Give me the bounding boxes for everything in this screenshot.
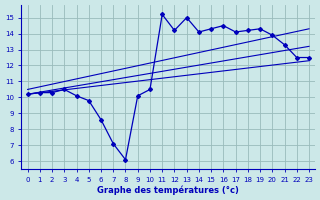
X-axis label: Graphe des températures (°c): Graphe des températures (°c) [97, 186, 239, 195]
